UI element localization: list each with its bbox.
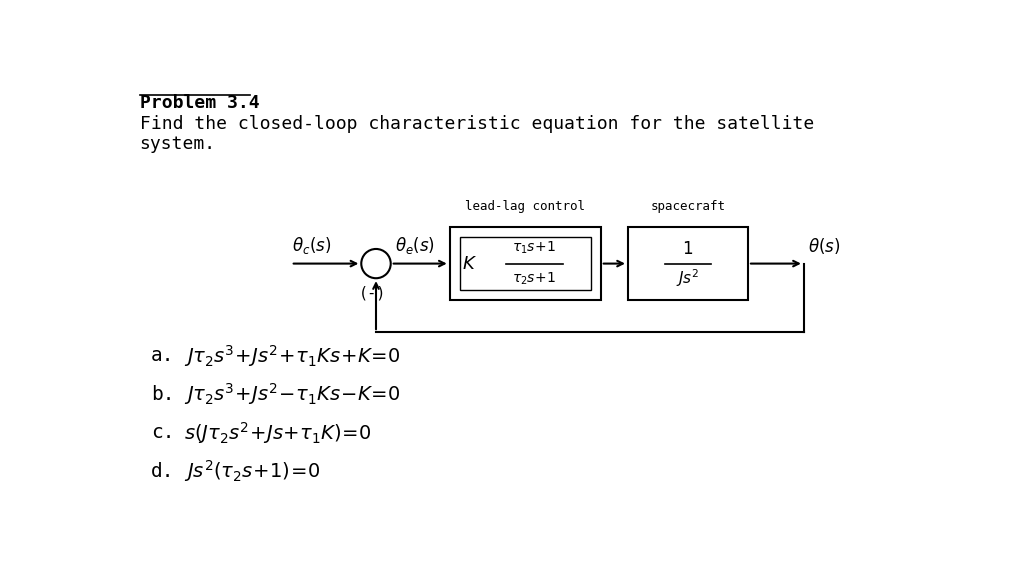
Text: $J s^2$: $J s^2$ xyxy=(676,267,699,289)
Text: lead-lag control: lead-lag control xyxy=(465,200,585,213)
Bar xyxy=(628,227,748,300)
Text: $J\tau_2 s^3\!+\!J s^2\!+\!\tau_1 K s\!+\!K\!=\!0$: $J\tau_2 s^3\!+\!J s^2\!+\!\tau_1 K s\!+… xyxy=(183,343,400,369)
Bar xyxy=(460,237,591,289)
Text: $s(J\tau_2 s^2\!+\!J s\!+\!\tau_1 K)\!=\!0$: $s(J\tau_2 s^2\!+\!J s\!+\!\tau_1 K)\!=\… xyxy=(183,420,372,446)
Text: $\theta_c(s)$: $\theta_c(s)$ xyxy=(292,235,332,256)
Text: $\tau_2 s\!+\!1$: $\tau_2 s\!+\!1$ xyxy=(512,271,557,287)
Text: (-): (-) xyxy=(358,285,386,300)
Text: Problem 3.4: Problem 3.4 xyxy=(139,94,259,112)
Text: Find the closed-loop characteristic equation for the satellite: Find the closed-loop characteristic equa… xyxy=(139,115,814,133)
Text: d.: d. xyxy=(152,462,175,481)
Text: c.: c. xyxy=(152,424,175,442)
Text: b.: b. xyxy=(152,385,175,404)
Text: $J s^2(\tau_2 s\!+\!1)\!=\!0$: $J s^2(\tau_2 s\!+\!1)\!=\!0$ xyxy=(183,458,319,485)
Text: $J\tau_2 s^3\!+\!J s^2\!-\!\tau_1 K s\!-\!K\!=\!0$: $J\tau_2 s^3\!+\!J s^2\!-\!\tau_1 K s\!-… xyxy=(183,381,400,407)
Text: $\tau_1 s\!+\!1$: $\tau_1 s\!+\!1$ xyxy=(512,240,557,257)
Bar xyxy=(450,227,601,300)
Text: system.: system. xyxy=(139,135,216,153)
Text: a.: a. xyxy=(152,346,175,366)
Text: $\theta(s)$: $\theta(s)$ xyxy=(809,236,841,256)
Text: spacecraft: spacecraft xyxy=(650,200,725,213)
Text: $1$: $1$ xyxy=(682,240,693,258)
Text: $K$: $K$ xyxy=(462,254,476,272)
Text: $\theta_e(s)$: $\theta_e(s)$ xyxy=(395,235,435,256)
